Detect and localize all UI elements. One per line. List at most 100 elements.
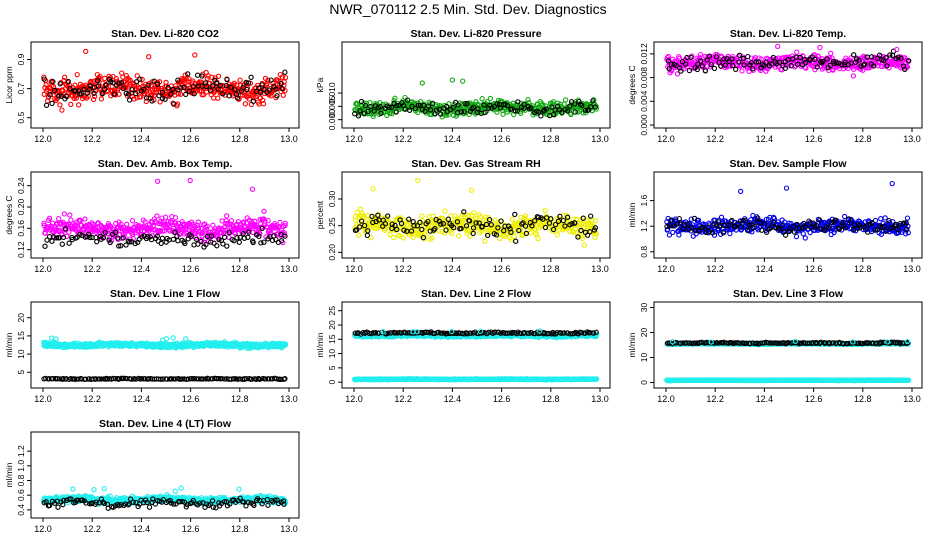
data-point	[215, 95, 221, 101]
data-point	[264, 80, 270, 86]
panel-title: Stan. Dev. Line 1 Flow	[110, 288, 221, 300]
data-point	[354, 101, 361, 107]
data-point	[676, 55, 683, 62]
data-point	[412, 105, 418, 112]
x-tick-label: 12.2	[706, 264, 724, 274]
data-point	[371, 108, 377, 114]
data-point	[763, 59, 769, 65]
data-point	[84, 90, 90, 96]
y-tick-label: 0.12	[16, 241, 26, 258]
data-point	[57, 81, 63, 87]
data-point	[68, 101, 74, 108]
data-point	[62, 96, 68, 102]
data-point	[177, 91, 184, 97]
y-tick-label: 0.008	[639, 67, 649, 89]
data-point	[59, 241, 65, 247]
data-point	[455, 233, 462, 239]
data-point	[65, 78, 71, 85]
data-point	[497, 105, 504, 111]
data-point	[697, 51, 704, 58]
y-axis-label: percent	[315, 200, 325, 229]
data-point	[210, 83, 216, 89]
data-point	[175, 77, 181, 83]
data-point	[841, 213, 848, 220]
data-point	[361, 111, 367, 117]
data-point	[504, 102, 511, 109]
data-point	[389, 111, 395, 117]
panel-title: Stan. Dev. Amb. Box Temp.	[98, 158, 233, 170]
data-point	[445, 112, 451, 118]
data-point	[878, 216, 884, 222]
y-tick-label: 0.24	[16, 177, 26, 194]
data-point	[66, 240, 72, 246]
data-point	[85, 93, 91, 99]
data-point	[129, 87, 135, 93]
data-point	[704, 57, 710, 63]
data-point	[209, 74, 215, 80]
data-point	[562, 97, 569, 103]
x-tick-label: 12.6	[805, 264, 823, 274]
data-point	[695, 61, 701, 67]
data-point	[183, 91, 189, 98]
data-point	[736, 52, 743, 58]
y-tick-label: 0.20	[16, 198, 26, 215]
data-point	[177, 85, 184, 91]
data-point	[204, 75, 210, 81]
data-point	[450, 104, 456, 111]
data-point	[686, 67, 693, 74]
y-axis-label: ml/min	[315, 332, 325, 357]
data-point	[175, 238, 181, 244]
panel-3: Stan. Dev. Li-820 Temp.degrees C12.0 12.2…	[627, 28, 923, 144]
data-point	[199, 73, 205, 79]
data-point	[706, 53, 713, 59]
data-point	[156, 93, 162, 99]
data-point	[394, 102, 400, 109]
data-point	[141, 86, 147, 92]
data-point	[261, 208, 267, 214]
data-point	[729, 56, 735, 62]
data-point	[670, 229, 676, 236]
data-point	[461, 108, 467, 115]
data-point	[102, 75, 108, 82]
data-point	[730, 62, 736, 69]
plot-frame	[341, 171, 611, 259]
data-point	[103, 82, 109, 88]
data-point	[564, 108, 571, 114]
x-tick-label: 12.8	[231, 134, 249, 144]
data-point	[470, 104, 477, 110]
data-point	[674, 71, 681, 77]
data-point	[750, 66, 756, 72]
data-point	[518, 110, 524, 116]
x-tick-label: 12.2	[83, 264, 101, 274]
data-point	[357, 108, 363, 114]
data-point	[75, 102, 82, 108]
y-tick-label: 0.7	[16, 82, 26, 94]
data-point	[518, 104, 525, 110]
data-point	[694, 66, 700, 73]
data-point	[899, 60, 905, 67]
y-tick-label: 0.005	[327, 95, 337, 117]
data-point	[358, 98, 365, 105]
data-point	[120, 85, 126, 92]
data-point	[245, 80, 252, 86]
data-point	[273, 86, 279, 92]
data-point	[217, 82, 224, 89]
data-point	[279, 85, 285, 92]
data-point	[491, 103, 498, 110]
x-tick-label: 12.2	[83, 394, 101, 404]
data-point	[236, 239, 242, 245]
data-point	[99, 90, 106, 97]
outlier-point	[249, 186, 256, 192]
data-point	[226, 93, 232, 99]
data-point	[422, 108, 428, 114]
data-point	[536, 109, 542, 115]
data-point	[678, 68, 684, 74]
data-point	[154, 213, 160, 219]
x-tick-label: 12.8	[854, 134, 872, 144]
data-point	[214, 243, 220, 249]
outlier-point	[370, 186, 376, 192]
data-point	[186, 76, 192, 82]
data-point	[683, 61, 689, 67]
